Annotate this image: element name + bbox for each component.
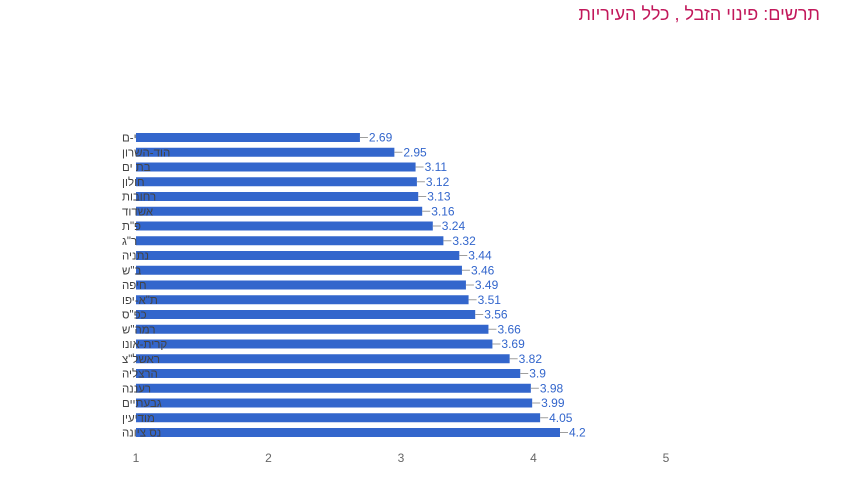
value-label: 3.9 <box>529 367 546 381</box>
value-label: 3.16 <box>431 204 455 218</box>
value-label: 3.82 <box>519 352 543 366</box>
value-label: 3.24 <box>442 219 466 233</box>
category-label: הרצליה <box>122 368 158 381</box>
category-label: הוד-השרון <box>122 147 170 159</box>
bar <box>136 339 493 349</box>
category-label: נס ציונה <box>122 428 161 440</box>
bar <box>136 251 460 260</box>
value-label: 3.98 <box>540 381 564 395</box>
value-label: 3.56 <box>484 308 508 322</box>
category-label: ת"א-יפו <box>122 295 158 307</box>
bar <box>136 324 489 334</box>
value-label: 3.46 <box>471 263 495 277</box>
category-label: רמה"ש <box>122 324 155 336</box>
value-label: 3.11 <box>425 160 448 174</box>
bar <box>136 177 417 187</box>
category-label: ר"ג <box>122 236 137 248</box>
x-tick-label: 2 <box>265 451 272 465</box>
value-label: 3.49 <box>475 278 499 292</box>
value-label: 3.99 <box>541 396 565 410</box>
category-label: פ"ת <box>122 221 141 233</box>
value-label: 3.51 <box>478 293 502 307</box>
category-label: י-ם <box>122 133 137 145</box>
bar <box>136 354 510 364</box>
value-label: 3.12 <box>426 175 450 189</box>
bar <box>136 192 419 201</box>
category-label: חולון <box>122 176 145 189</box>
x-tick-label: 3 <box>398 451 405 465</box>
value-label: 2.95 <box>403 145 427 159</box>
bar <box>136 398 533 408</box>
category-label: ראשל"צ <box>122 353 160 366</box>
bar <box>136 147 395 157</box>
bar <box>136 383 531 393</box>
x-tick-label: 4 <box>530 451 537 465</box>
category-label: כפ"ס <box>122 310 147 322</box>
bar <box>136 206 423 216</box>
bar <box>136 133 360 142</box>
category-label: רעננה <box>122 383 151 395</box>
value-label: 3.13 <box>427 190 451 204</box>
bar <box>136 265 462 275</box>
category-label: בת ים <box>122 162 151 174</box>
bar <box>136 236 444 246</box>
x-tick-label: 1 <box>133 451 140 465</box>
category-label: רחובות <box>122 192 156 204</box>
value-label: 4.05 <box>549 411 573 425</box>
category-label: נתניה <box>122 251 149 263</box>
bar <box>136 280 466 290</box>
category-label: אשדוד <box>122 206 154 218</box>
chart-title: תרשים: פינוי הזבל , כלל העיריות <box>578 4 821 24</box>
value-label: 2.69 <box>369 131 393 145</box>
value-label: 3.69 <box>501 337 525 351</box>
value-label: 3.44 <box>468 249 492 263</box>
bar <box>136 310 476 319</box>
bar <box>136 295 469 305</box>
value-label: 4.2 <box>569 426 586 440</box>
category-label: חיפה <box>122 280 147 292</box>
category-label: ב"ש <box>122 265 141 277</box>
value-label: 3.66 <box>497 322 521 336</box>
category-label: גבעתיים <box>122 398 162 410</box>
value-label: 3.32 <box>452 234 476 248</box>
category-label: מודיעין <box>122 413 155 425</box>
bar <box>136 162 416 172</box>
bar <box>136 413 541 423</box>
category-label: קרית-אונו <box>122 339 167 351</box>
x-tick-label: 5 <box>663 451 670 465</box>
bar <box>136 428 560 437</box>
bar <box>136 221 433 231</box>
bar <box>136 369 521 378</box>
